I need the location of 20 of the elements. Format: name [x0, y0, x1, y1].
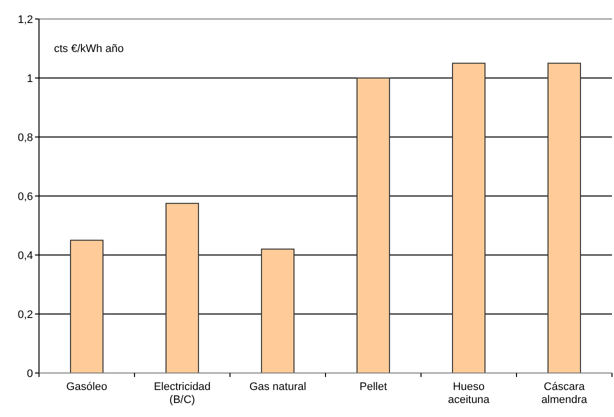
bar: [70, 240, 104, 374]
y-tick-label: 0,6: [18, 190, 33, 203]
y-tick-label: 0,2: [18, 308, 33, 321]
y-tick-label: 0,8: [18, 132, 33, 144]
bar: [452, 62, 486, 374]
bar: [356, 78, 390, 374]
x-tick-label: Electricidad (B/C): [154, 381, 211, 406]
x-tick-label: Gasóleo: [66, 381, 108, 393]
y-tick-label: 1: [26, 72, 33, 85]
x-tick-label: Gas natural: [249, 381, 306, 393]
x-tick-label: Pellet: [359, 381, 388, 393]
y-tick-label: 1,2: [18, 14, 33, 26]
y-tick-label: 0,4: [18, 250, 33, 262]
y-tick-label: 0: [26, 368, 33, 380]
bar: [166, 202, 199, 374]
bar: [548, 62, 581, 374]
x-tick-label: Hueso aceituna: [448, 381, 490, 406]
y-axis-title: cts €/kWh año: [54, 43, 124, 55]
x-tick-label: Cáscara almendra: [541, 381, 588, 406]
bar: [261, 248, 294, 374]
